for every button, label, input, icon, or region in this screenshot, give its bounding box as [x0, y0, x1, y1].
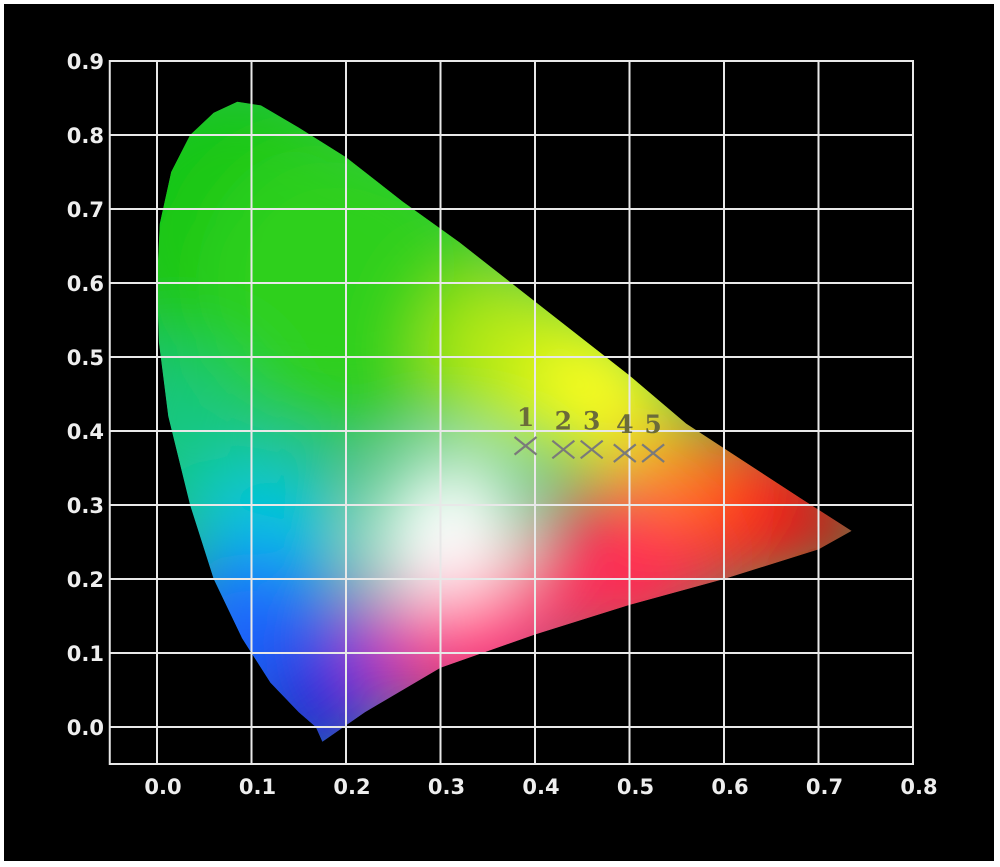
x-tick-label: 0.4 — [522, 775, 559, 799]
chromaticity-gamut — [157, 101, 852, 742]
gamut-fill — [157, 101, 852, 742]
x-tick-label: 0.5 — [617, 775, 654, 799]
x-tick-label: 0.6 — [711, 775, 748, 799]
x-tick-label: 0.8 — [900, 775, 937, 799]
data-point: 3 — [580, 407, 604, 460]
y-tick-label: 0.8 — [67, 124, 104, 148]
data-point-label: 1 — [517, 403, 534, 432]
data-point: 1 — [513, 403, 538, 456]
y-tick-label: 0.9 — [67, 50, 104, 74]
y-tick-label: 0.7 — [67, 198, 104, 222]
grid — [108, 60, 914, 765]
y-tick-label: 0.2 — [67, 568, 104, 592]
y-tick-label: 0.0 — [67, 716, 104, 740]
y-axis-ticks: 0.0 0.1 0.2 0.3 0.4 0.5 0.6 0.7 0.8 0.9 — [67, 50, 104, 740]
y-tick-label: 0.1 — [67, 642, 104, 666]
data-point: 2 — [551, 407, 576, 460]
data-point-label: 2 — [555, 407, 572, 436]
x-tick-label: 0.7 — [806, 775, 843, 799]
data-point-label: 5 — [644, 410, 661, 439]
y-tick-label: 0.4 — [67, 420, 104, 444]
x-axis-ticks: 0.0 0.1 0.2 0.3 0.4 0.5 0.6 0.7 0.8 — [144, 775, 937, 799]
data-point: 5 — [641, 410, 665, 463]
cie-chromaticity-chart: 0.0 0.1 0.2 0.3 0.4 0.5 0.6 0.7 0.8 0.0 0.1 0.2 0.3… — [67, 50, 938, 799]
x-tick-label: 0.2 — [333, 775, 370, 799]
data-point-label: 4 — [616, 410, 633, 439]
data-point-label: 3 — [583, 407, 600, 436]
x-tick-label: 0.3 — [428, 775, 465, 799]
y-tick-label: 0.3 — [67, 494, 104, 518]
chart-frame: 0.0 0.1 0.2 0.3 0.4 0.5 0.6 0.7 0.8 0.0 0.1 0.2 0.3… — [4, 4, 994, 861]
y-tick-label: 0.6 — [67, 272, 104, 296]
x-tick-label: 0.1 — [239, 775, 276, 799]
y-tick-label: 0.5 — [67, 346, 104, 370]
data-point: 4 — [613, 410, 637, 463]
x-tick-label: 0.0 — [144, 775, 181, 799]
